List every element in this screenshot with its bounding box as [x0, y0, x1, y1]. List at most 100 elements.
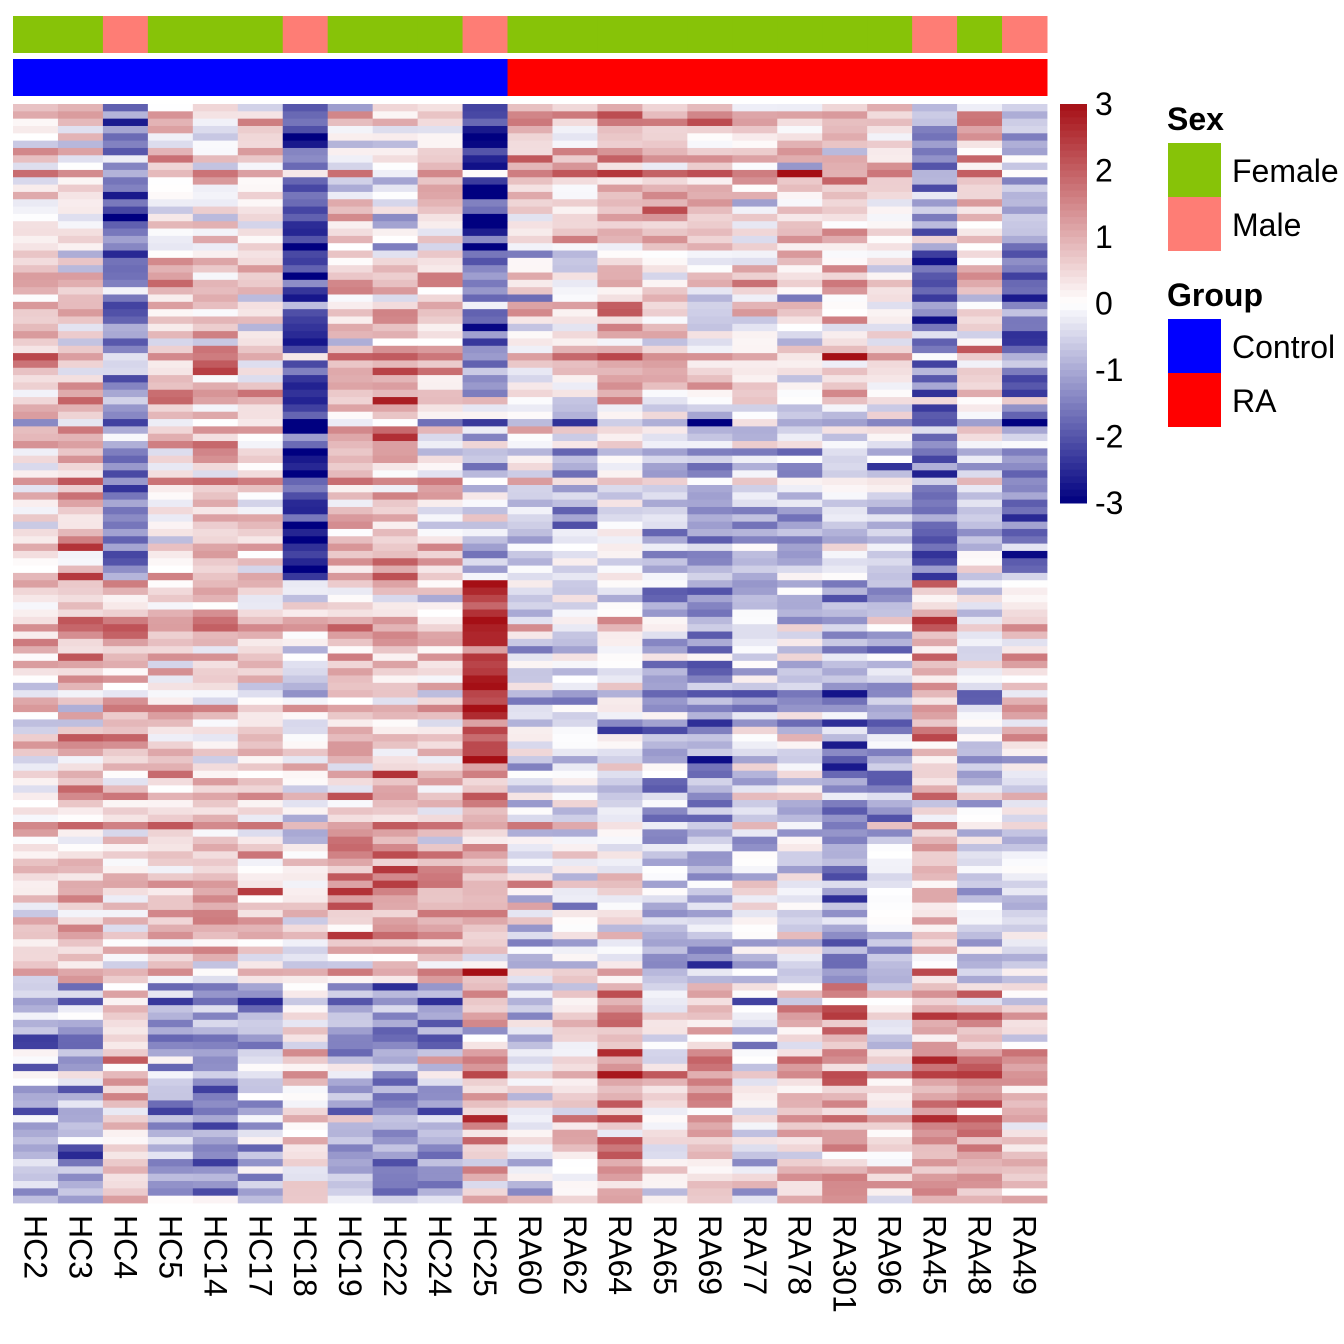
heatmap-cell [237, 741, 284, 750]
heatmap-cell [147, 953, 194, 962]
heatmap-cell [507, 1137, 553, 1145]
heatmap-cell [237, 272, 284, 281]
heatmap-cell [282, 1107, 329, 1116]
heatmap-cell [867, 191, 913, 200]
heatmap-cell [282, 829, 329, 838]
heatmap-cell [462, 880, 508, 889]
heatmap-cell [192, 609, 239, 618]
heatmap-cell [732, 1005, 778, 1013]
heatmap-cell [147, 1005, 194, 1013]
heatmap-cell [912, 1005, 958, 1013]
heatmap-cell [462, 931, 508, 940]
heatmap-cell [597, 939, 643, 947]
heatmap-cell [417, 917, 463, 925]
heatmap-cell [102, 1034, 149, 1043]
heatmap-cell [102, 1115, 149, 1123]
heatmap-cell [282, 712, 329, 720]
heatmap-cell [372, 572, 419, 581]
heatmap-cell [327, 316, 374, 325]
heatmap-cell [957, 726, 1003, 735]
heatmap-cell [192, 756, 239, 764]
heatmap-cell [147, 448, 194, 457]
heatmap-cell [147, 1181, 194, 1189]
heatmap-cell [192, 829, 239, 838]
heatmap-cell [462, 807, 508, 816]
heatmap-cell [192, 448, 239, 457]
heatmap-cell [957, 184, 1003, 193]
heatmap-cell [13, 880, 59, 889]
heatmap-cell [192, 909, 239, 918]
heatmap-cell [777, 1085, 823, 1094]
heatmap-cell [13, 1173, 59, 1182]
heatmap-cell [777, 785, 823, 794]
heatmap-cell [192, 169, 239, 178]
heatmap-cell [912, 865, 958, 874]
heatmap-cell [57, 997, 104, 1006]
heatmap-cell [642, 1144, 688, 1153]
heatmap-cell [777, 675, 823, 684]
heatmap-cell [462, 887, 508, 896]
heatmap-cell [507, 104, 553, 112]
heatmap-cell [282, 345, 329, 354]
heatmap-cell [327, 169, 374, 178]
heatmap-cell [597, 1041, 643, 1050]
heatmap-cell [822, 441, 868, 449]
heatmap-cell [597, 228, 643, 237]
heatmap-cell [237, 243, 284, 251]
heatmap-cell [642, 748, 688, 757]
colorbar-segment [1060, 137, 1087, 145]
heatmap-cell [372, 463, 419, 471]
heatmap-cell [372, 602, 419, 610]
heatmap-cell [147, 1093, 194, 1101]
heatmap-cell [507, 455, 553, 464]
heatmap-cell [13, 1188, 59, 1197]
heatmap-cell [642, 375, 688, 383]
heatmap-cell [1002, 734, 1048, 742]
heatmap-cell [957, 858, 1003, 867]
heatmap-cell [687, 441, 733, 449]
heatmap-cell [13, 191, 59, 200]
heatmap-cell [957, 111, 1003, 120]
heatmap-cell [597, 873, 643, 882]
heatmap-cell [507, 609, 553, 618]
column-label-HC4: HC4 [107, 1215, 143, 1279]
heatmap-cell [102, 602, 149, 610]
heatmap-cell [1002, 199, 1048, 207]
heatmap-cell [552, 470, 598, 479]
heatmap-cell [912, 1144, 958, 1153]
sex-anno-cell-HC19 [327, 16, 374, 53]
heatmap-cell [13, 221, 59, 229]
heatmap-cell [687, 646, 733, 654]
heatmap-cell [597, 382, 643, 391]
heatmap-cell [507, 909, 553, 918]
heatmap-cell [102, 536, 149, 544]
heatmap-cell [282, 397, 329, 405]
heatmap-cell [13, 118, 59, 127]
heatmap-cell [462, 543, 508, 552]
heatmap-cell [912, 111, 958, 120]
heatmap-cell [732, 653, 778, 662]
heatmap-cell [462, 1144, 508, 1153]
heatmap-cell [57, 1144, 104, 1153]
heatmap-cell [462, 1071, 508, 1079]
heatmap-cell [822, 111, 868, 120]
heatmap-cell [282, 521, 329, 530]
heatmap-cell [867, 338, 913, 347]
heatmap-cell [777, 463, 823, 471]
heatmap-cell [507, 990, 553, 999]
heatmap-cell [912, 543, 958, 552]
heatmap-cell [372, 939, 419, 947]
heatmap-cell [282, 147, 329, 156]
heatmap-cell [642, 631, 688, 640]
heatmap-cell [327, 199, 374, 207]
heatmap-cell [957, 309, 1003, 317]
heatmap-cell [552, 609, 598, 618]
heatmap-cell [732, 155, 778, 164]
heatmap-cell [102, 367, 149, 376]
heatmap-cell [237, 726, 284, 735]
heatmap-cell [507, 1181, 553, 1189]
heatmap-cell [1002, 697, 1048, 706]
heatmap-cell [372, 997, 419, 1006]
heatmap-cell [597, 756, 643, 764]
heatmap-cell [57, 1100, 104, 1109]
